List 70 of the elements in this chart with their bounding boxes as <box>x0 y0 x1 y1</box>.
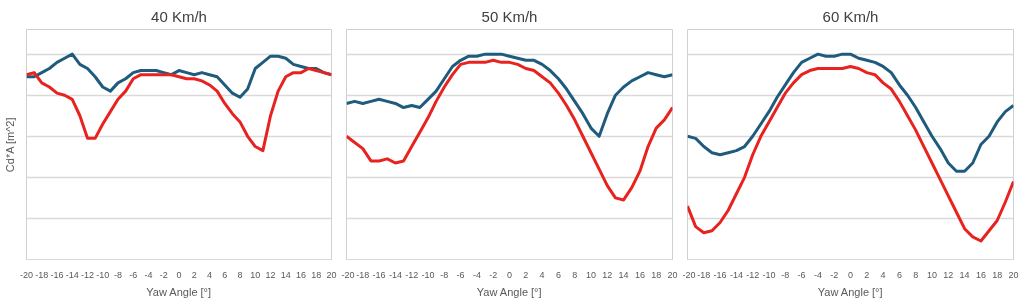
x-tick-label: 14 <box>959 269 970 280</box>
x-tick-label: -8 <box>440 269 449 280</box>
x-tick-label: 20 <box>326 269 337 280</box>
chart-title: 40 Km/h <box>151 7 207 25</box>
x-tick-label: 16 <box>295 269 307 280</box>
x-tick-label: -14 <box>65 269 79 280</box>
x-tick-label: 18 <box>651 269 662 280</box>
y-axis-title: Cd*A [m^2] <box>3 117 16 173</box>
chart-title: 60 Km/h <box>822 7 879 25</box>
x-tick-label: 16 <box>634 269 645 280</box>
x-tick-label: 14 <box>280 269 291 280</box>
x-axis-title: Yaw Angle [°] <box>476 285 542 298</box>
x-tick-label: 10 <box>926 269 938 280</box>
x-tick-label: -8 <box>781 269 790 280</box>
x-tick-label: 8 <box>572 269 578 280</box>
x-tick-label: -20 <box>341 269 355 280</box>
x-tick-label: -2 <box>489 269 498 280</box>
x-tick-label: -10 <box>96 269 110 280</box>
x-tick-label: 4 <box>539 269 545 280</box>
x-tick-label: 0 <box>848 269 854 280</box>
x-tick-label: -14 <box>388 269 402 280</box>
x-tick-label: -2 <box>830 269 839 280</box>
x-tick-label: 2 <box>523 269 529 280</box>
x-tick-label: -6 <box>129 269 138 280</box>
x-axis-title: Yaw Angle [°] <box>817 285 883 298</box>
x-tick-label: 2 <box>864 269 870 280</box>
x-tick-label: 12 <box>943 269 954 280</box>
x-tick-label: 18 <box>992 269 1003 280</box>
x-tick-label: 4 <box>207 269 213 280</box>
x-tick-label: -12 <box>405 269 419 280</box>
x-tick-label: 12 <box>602 269 613 280</box>
x-tick-label: -18 <box>697 269 711 280</box>
x-tick-label: 8 <box>913 269 919 280</box>
x-tick-label: -20 <box>682 269 696 280</box>
x-tick-label: 12 <box>265 269 276 280</box>
x-tick-label: -6 <box>456 269 465 280</box>
x-tick-label: 2 <box>191 269 197 280</box>
x-axis-title: Yaw Angle [°] <box>146 285 212 298</box>
x-tick-label: 8 <box>237 269 243 280</box>
x-tick-label: -4 <box>813 269 822 280</box>
x-tick-label: -2 <box>159 269 168 280</box>
x-tick-label: 10 <box>585 269 597 280</box>
x-tick-label: -12 <box>746 269 760 280</box>
x-tick-label: 10 <box>250 269 261 280</box>
x-tick-label: 20 <box>1008 269 1019 280</box>
x-tick-label: -10 <box>762 269 776 280</box>
x-tick-label: -18 <box>356 269 370 280</box>
x-tick-label: -10 <box>421 269 435 280</box>
x-tick-label: 14 <box>618 269 629 280</box>
x-tick-label: 18 <box>311 269 322 280</box>
x-tick-label: -12 <box>81 269 95 280</box>
x-tick-label: -4 <box>472 269 481 280</box>
x-tick-label: 20 <box>667 269 678 280</box>
x-tick-label: 0 <box>507 269 513 280</box>
x-tick-label: -16 <box>50 269 64 280</box>
x-tick-label: -16 <box>713 269 727 280</box>
x-tick-label: -18 <box>35 269 49 280</box>
x-tick-label: 6 <box>555 269 561 280</box>
x-tick-label: 0 <box>176 269 182 280</box>
x-tick-label: -6 <box>797 269 806 280</box>
x-tick-label: -14 <box>729 269 743 280</box>
x-tick-label: 6 <box>222 269 228 280</box>
x-tick-label: 16 <box>975 269 986 280</box>
x-tick-label: -16 <box>372 269 386 280</box>
x-tick-label: -20 <box>20 269 34 280</box>
x-tick-label: 6 <box>896 269 902 280</box>
x-tick-label: -8 <box>114 269 123 280</box>
x-tick-label: 4 <box>880 269 886 280</box>
x-tick-label: -4 <box>144 269 153 280</box>
chart-title: 50 Km/h <box>481 7 538 25</box>
